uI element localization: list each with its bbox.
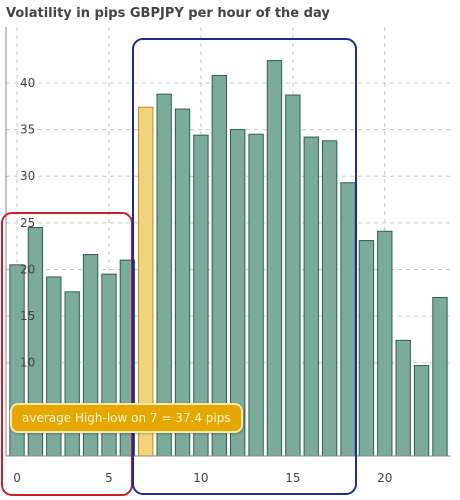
x-tick-label: 15 <box>285 471 300 485</box>
y-tick-label: 35 <box>20 123 35 137</box>
bar[interactable] <box>266 60 283 457</box>
x-tick-label: 10 <box>193 471 208 485</box>
x-tick-label: 20 <box>377 471 392 485</box>
bar[interactable] <box>413 365 430 457</box>
blue-annotation-box <box>132 38 357 495</box>
bar[interactable] <box>211 74 227 457</box>
bar[interactable] <box>285 94 301 457</box>
x-tick-label: 0 <box>13 471 21 485</box>
bars <box>9 60 448 457</box>
axes <box>5 27 451 457</box>
y-tick-label: 25 <box>20 216 35 230</box>
bar[interactable] <box>432 296 448 457</box>
y-tick-label: 20 <box>20 262 35 276</box>
bar[interactable] <box>395 339 411 457</box>
bar[interactable] <box>358 240 375 457</box>
bar[interactable] <box>303 136 319 457</box>
bar[interactable] <box>377 230 393 457</box>
grid <box>6 27 451 456</box>
bar[interactable] <box>248 133 264 457</box>
tooltip: average High-low on 7 = 37.4 pips <box>10 403 243 433</box>
tick-labels: 10 15 20 25 30 35 40 0 5 10 15 20 <box>13 76 392 485</box>
bar[interactable] <box>340 182 356 457</box>
y-tick-label: 10 <box>20 356 35 370</box>
bar[interactable] <box>156 93 172 457</box>
x-tick-label: 5 <box>105 471 113 485</box>
y-tick-label: 40 <box>20 76 35 90</box>
chart-title: Volatility in pips GBPJPY per hour of th… <box>6 6 330 21</box>
y-tick-label: 15 <box>20 309 35 323</box>
bar[interactable] <box>321 140 338 457</box>
y-tick-label: 30 <box>20 169 35 183</box>
